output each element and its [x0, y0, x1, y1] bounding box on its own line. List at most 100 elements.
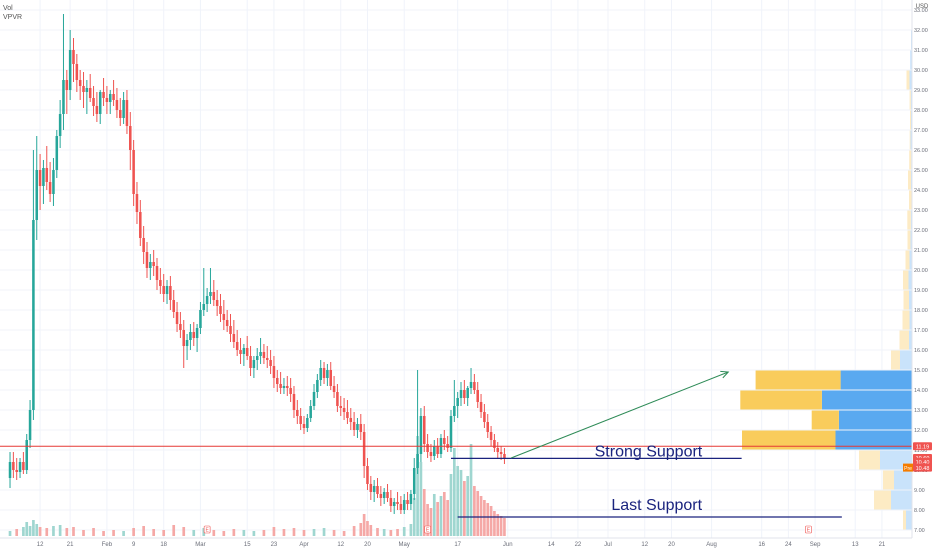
- vpvr-bar-up: [910, 210, 912, 230]
- candles: [8, 14, 506, 514]
- volume-bar: [102, 531, 105, 536]
- volume-bar: [282, 529, 286, 536]
- candle-body: [336, 392, 339, 406]
- candle-body: [95, 106, 99, 114]
- candle-body: [286, 386, 289, 388]
- price-tick-label: 8.00: [914, 508, 925, 514]
- candle-body: [115, 100, 119, 110]
- candle-body: [356, 424, 359, 430]
- vpvr-indicator-label[interactable]: VPVR: [3, 14, 23, 21]
- candle-body: [225, 320, 229, 326]
- volume-bar: [152, 529, 156, 536]
- price-tick-label: 21.00: [914, 248, 928, 254]
- candle-body: [219, 306, 222, 314]
- volume-bar: [302, 530, 306, 536]
- candle-body: [396, 502, 399, 504]
- candle-body: [52, 170, 55, 194]
- time-tick-label: Feb: [102, 542, 113, 548]
- time-tick-label: Sep: [810, 542, 821, 548]
- vpvr-bar-up: [900, 350, 912, 370]
- candle-body: [386, 492, 389, 498]
- candle-body: [88, 88, 92, 98]
- volume-bar: [342, 531, 346, 536]
- vpvr-bar-down: [859, 450, 880, 470]
- price-tick-label: 11.00: [914, 448, 927, 454]
- volume-bar: [22, 527, 25, 536]
- candle-body: [162, 286, 165, 294]
- vpvr-bar-up: [909, 70, 912, 90]
- volume-bar: [45, 528, 49, 536]
- vpvr-bar-down: [905, 250, 910, 270]
- candle-body: [366, 466, 369, 484]
- candle-body: [409, 494, 413, 504]
- volume-bar: [402, 527, 406, 536]
- vpvr-block-blue: [838, 410, 912, 430]
- candle-body: [473, 382, 476, 390]
- time-tick-label: 15: [244, 542, 251, 548]
- candle-body: [406, 500, 409, 504]
- candle-body: [25, 440, 28, 470]
- vpvr-bar-up: [910, 130, 912, 150]
- candle-body: [252, 360, 256, 368]
- candle-body: [182, 330, 186, 346]
- price-tag: Pre 10.48: [903, 463, 932, 472]
- price-tick-label: 22.00: [914, 228, 928, 234]
- candle-body: [58, 114, 62, 136]
- earnings-marker-box: [203, 525, 211, 534]
- price-tick-label: 26.00: [914, 148, 928, 154]
- candle-body: [269, 360, 272, 366]
- time-tick-label: 21: [879, 542, 886, 548]
- vpvr-bar-up: [894, 470, 912, 490]
- price-tick-label: 15.00: [914, 368, 928, 374]
- price-tag-prefix-bg: [903, 463, 913, 472]
- price-tick-label: 29.00: [914, 88, 928, 94]
- candle-body: [215, 300, 219, 306]
- volume-bar: [65, 528, 69, 536]
- candle-body: [118, 110, 122, 118]
- price-tick-label: 19.00: [914, 288, 928, 294]
- candle-body: [222, 314, 226, 320]
- candle-body: [496, 448, 500, 452]
- time-tick-label: 20: [364, 542, 371, 548]
- volume-bar: [366, 521, 369, 536]
- trend-arrow-head: [720, 370, 730, 379]
- candle-body: [35, 170, 39, 220]
- candle-body: [102, 92, 105, 98]
- grid-lines: [0, 0, 912, 538]
- candle-body: [289, 388, 292, 394]
- candle-body: [22, 462, 25, 470]
- earnings-marker: E: [805, 525, 812, 534]
- vpvr-bar-down: [907, 230, 911, 250]
- volume-bar: [439, 496, 443, 536]
- candle-body: [75, 64, 79, 80]
- candle-body: [38, 170, 42, 186]
- candle-body: [419, 416, 423, 454]
- vpvr-bar-up: [910, 50, 912, 70]
- price-tick-label: 20.00: [914, 268, 928, 274]
- volume-bar: [446, 500, 449, 536]
- candle-body: [402, 500, 406, 510]
- volume-indicator-label[interactable]: Vol: [3, 5, 13, 12]
- time-tick-label: Jul: [604, 542, 612, 548]
- volume-bar: [422, 489, 426, 536]
- candle-body: [135, 194, 139, 212]
- candle-body: [122, 100, 125, 118]
- volume-bar: [463, 481, 466, 536]
- volume-bar: [35, 524, 39, 536]
- candle-body: [416, 454, 419, 468]
- candle-body: [12, 462, 15, 470]
- price-tick-label: 33.00: [914, 8, 928, 14]
- candle-body: [172, 300, 175, 312]
- candle-body: [259, 352, 262, 356]
- candle-body: [466, 388, 469, 398]
- candle-body: [456, 398, 459, 406]
- candle-body: [32, 220, 35, 410]
- indicator-legend: Vol VPVR: [3, 4, 22, 22]
- price-tag-label: 10.48: [916, 466, 930, 472]
- vpvr-right-profile: [859, 0, 912, 530]
- earnings-marker-box: [805, 525, 812, 534]
- volume-bar: [352, 526, 356, 536]
- candle-body: [149, 262, 152, 268]
- volume-bar: [232, 529, 236, 536]
